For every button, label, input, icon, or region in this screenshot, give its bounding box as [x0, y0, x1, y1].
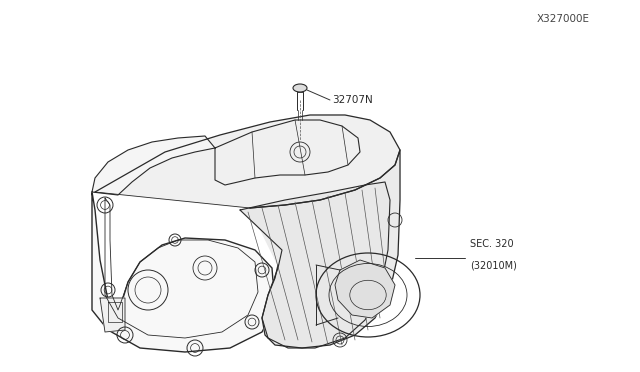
Polygon shape: [250, 150, 400, 348]
Polygon shape: [92, 192, 275, 352]
Polygon shape: [335, 260, 395, 318]
Text: SEC. 320: SEC. 320: [470, 239, 514, 249]
Text: X327000E: X327000E: [537, 14, 590, 24]
Polygon shape: [92, 136, 215, 195]
Ellipse shape: [293, 84, 307, 92]
Polygon shape: [95, 115, 400, 208]
Text: (32010M): (32010M): [470, 261, 517, 271]
Polygon shape: [100, 298, 125, 332]
Text: 32707N: 32707N: [332, 95, 372, 105]
Polygon shape: [240, 182, 390, 348]
Polygon shape: [215, 120, 360, 185]
